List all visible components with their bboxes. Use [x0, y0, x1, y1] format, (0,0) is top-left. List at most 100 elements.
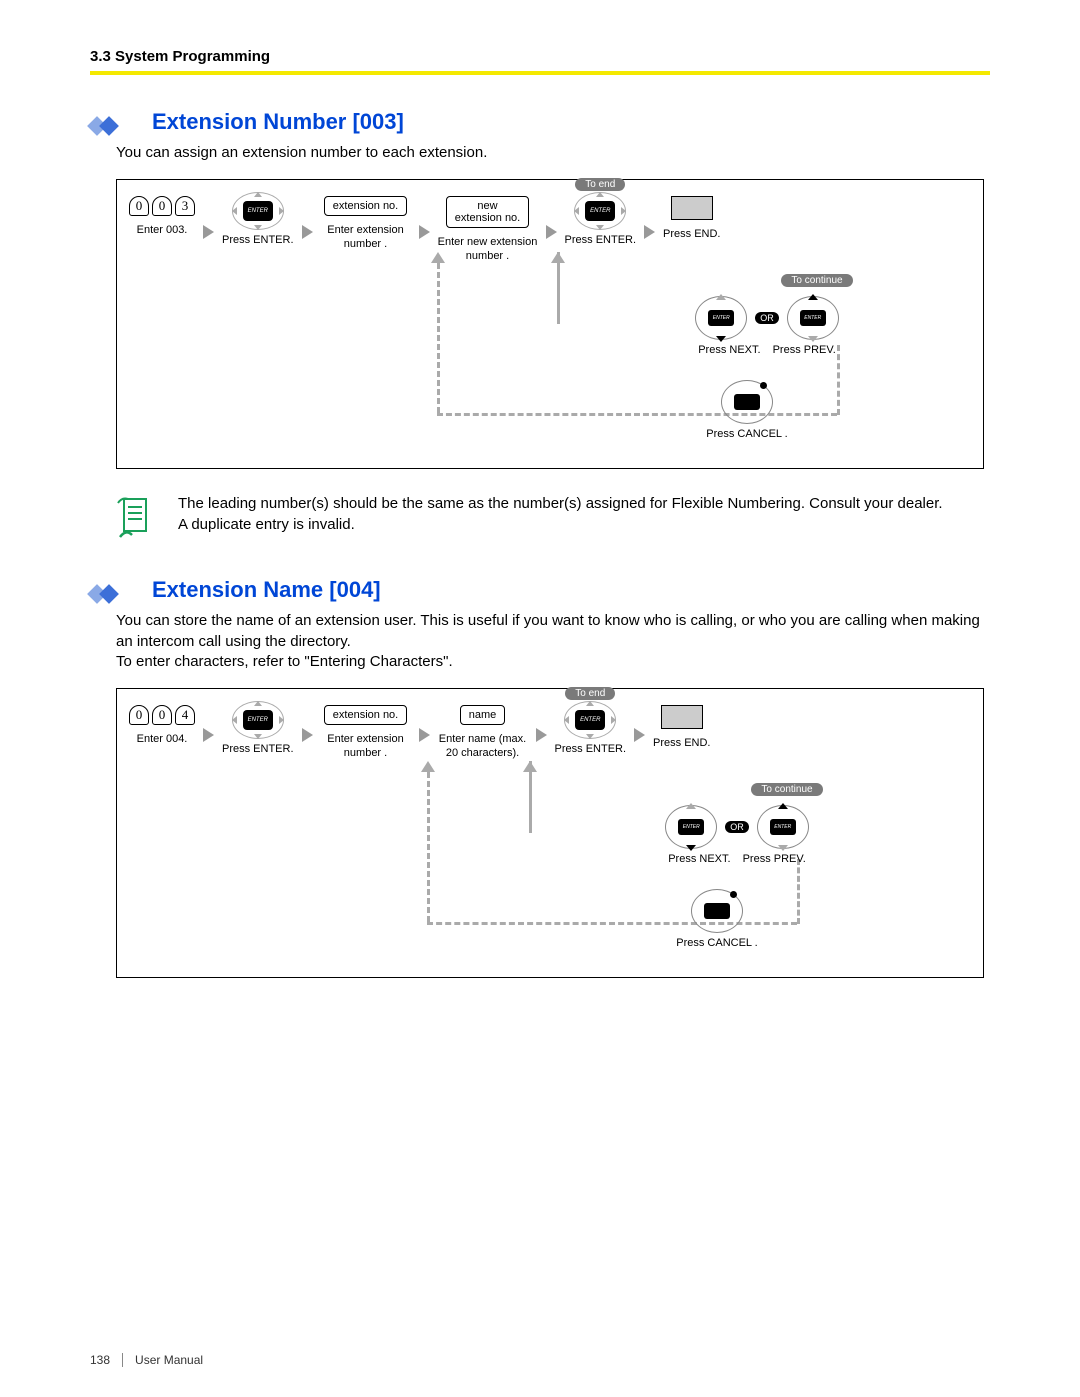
- step-label: Enter extension number .: [321, 224, 411, 252]
- step-ext-no: extension no. Enter extension number .: [321, 705, 411, 761]
- arrow-icon: [302, 728, 313, 742]
- prev-label: Press PREV.: [773, 344, 836, 356]
- step-label: Press ENTER.: [565, 234, 637, 248]
- arrow-icon: [419, 225, 430, 239]
- procedure-box-004: 0 0 4 Enter 004. ENTER Press ENTER. exte…: [116, 688, 984, 978]
- to-continue-badge: To continue: [781, 274, 852, 287]
- arrow-icon: [546, 225, 557, 239]
- footer-separator: [122, 1353, 123, 1367]
- diamond-bullet-icon: [90, 583, 124, 605]
- enter-button-icon: ENTER: [236, 705, 280, 735]
- step-label: Press ENTER.: [222, 743, 294, 757]
- step-press-enter-2: To end ENTER Press ENTER.: [555, 705, 627, 757]
- digit-2: 3: [175, 196, 195, 216]
- or-badge: OR: [725, 821, 749, 833]
- step-label: Enter 004.: [137, 733, 188, 747]
- prev-button-icon: ENTER: [787, 296, 839, 340]
- step-press-enter-1: ENTER Press ENTER.: [222, 705, 294, 757]
- cancel-button-icon: [721, 380, 773, 424]
- step-label: Press END.: [663, 228, 720, 242]
- step-press-end: Press END.: [653, 705, 710, 751]
- next-button-icon: ENTER: [695, 296, 747, 340]
- step-name: name Enter name (max. 20 characters).: [438, 705, 528, 761]
- digit-display: 0 0 4: [129, 705, 195, 725]
- nav-labels: Press NEXT. Press PREV.: [627, 344, 907, 356]
- or-badge: OR: [755, 312, 779, 324]
- step-label: Enter 003.: [137, 224, 188, 238]
- end-button-icon: [661, 705, 703, 729]
- arrow-icon: [419, 728, 430, 742]
- arrow-icon: [644, 225, 655, 239]
- heading-row-004: Extension Name [004]: [90, 577, 990, 611]
- digit-display: 0 0 3: [129, 196, 195, 216]
- arrow-icon: [536, 728, 547, 742]
- new-extension-no-box: new extension no.: [446, 196, 529, 228]
- continue-area-003: To continue ENTER OR ENTER Press NEXT. P…: [507, 270, 907, 440]
- continue-area-004: To continue ENTER OR ENTER Press NEXT. P…: [477, 779, 877, 949]
- cancel-label: Press CANCEL .: [557, 937, 877, 949]
- dashed-line: [437, 263, 440, 413]
- loop-arrow-head-icon: [551, 252, 565, 263]
- cancel-row: Press CANCEL .: [587, 380, 907, 440]
- note-line1: The leading number(s) should be the same…: [178, 493, 943, 514]
- to-end-badge: To end: [575, 178, 625, 191]
- note-line2: A duplicate entry is invalid.: [178, 514, 943, 535]
- page-footer: 138 User Manual: [90, 1353, 203, 1367]
- desc-003: You can assign an extension number to ea…: [116, 143, 990, 163]
- step-label: Press ENTER.: [555, 743, 627, 757]
- next-label: Press NEXT.: [668, 853, 730, 865]
- diamond-bullet-icon: [90, 115, 124, 137]
- digit-0: 0: [129, 705, 149, 725]
- section-header: 3.3 System Programming: [90, 48, 990, 65]
- desc-004: You can store the name of an extension u…: [116, 611, 990, 672]
- step-label: Press ENTER.: [222, 234, 294, 248]
- footer-label: User Manual: [135, 1353, 203, 1367]
- arrow-icon: [203, 728, 214, 742]
- procedure-box-003: 0 0 3 Enter 003. ENTER Press ENTER. exte…: [116, 179, 984, 469]
- arrow-icon: [634, 728, 645, 742]
- loop-arrow-head-icon: [421, 761, 435, 772]
- next-label: Press NEXT.: [698, 344, 760, 356]
- heading-003: Extension Number [003]: [152, 109, 404, 135]
- nav-row: ENTER OR ENTER: [627, 296, 907, 340]
- step-label: Enter extension number .: [321, 733, 411, 761]
- step-label: Enter new extension number .: [438, 236, 538, 264]
- step-press-enter-2: To end ENTER Press ENTER.: [565, 196, 637, 248]
- step-press-end: Press END.: [663, 196, 720, 242]
- step-new-ext-no: new extension no. Enter new extension nu…: [438, 196, 538, 264]
- note-003: The leading number(s) should be the same…: [116, 493, 990, 547]
- digit-2: 4: [175, 705, 195, 725]
- box-line2: extension no.: [455, 212, 520, 224]
- to-continue-badge: To continue: [751, 783, 822, 796]
- loop-arrow-head-icon: [431, 252, 445, 263]
- step-enter-004: 0 0 4 Enter 004.: [129, 705, 195, 747]
- name-box: name: [460, 705, 506, 725]
- to-end-badge: To end: [565, 687, 615, 700]
- end-button-icon: [671, 196, 713, 220]
- flow-row-003: 0 0 3 Enter 003. ENTER Press ENTER. exte…: [129, 196, 971, 264]
- prev-label: Press PREV.: [743, 853, 806, 865]
- cancel-button-icon: [691, 889, 743, 933]
- flow-row-004: 0 0 4 Enter 004. ENTER Press ENTER. exte…: [129, 705, 971, 761]
- next-button-icon: ENTER: [665, 805, 717, 849]
- step-label: Enter name (max. 20 characters).: [438, 733, 528, 761]
- heading-row-003: Extension Number [003]: [90, 109, 990, 143]
- arrow-icon: [203, 225, 214, 239]
- enter-button-icon: ENTER: [568, 705, 612, 735]
- step-ext-no: extension no. Enter extension number .: [321, 196, 411, 252]
- page-number: 138: [90, 1353, 110, 1367]
- step-press-enter-1: ENTER Press ENTER.: [222, 196, 294, 248]
- extension-no-box: extension no.: [324, 196, 407, 216]
- nav-labels: Press NEXT. Press PREV.: [597, 853, 877, 865]
- step-label: Press END.: [653, 737, 710, 751]
- digit-1: 0: [152, 196, 172, 216]
- header-rule: [90, 71, 990, 75]
- note-text: The leading number(s) should be the same…: [178, 493, 943, 547]
- arrow-icon: [302, 225, 313, 239]
- enter-button-icon: ENTER: [578, 196, 622, 226]
- digit-0: 0: [129, 196, 149, 216]
- step-enter-003: 0 0 3 Enter 003.: [129, 196, 195, 238]
- extension-no-box: extension no.: [324, 705, 407, 725]
- dashed-line: [427, 772, 430, 922]
- enter-button-icon: ENTER: [236, 196, 280, 226]
